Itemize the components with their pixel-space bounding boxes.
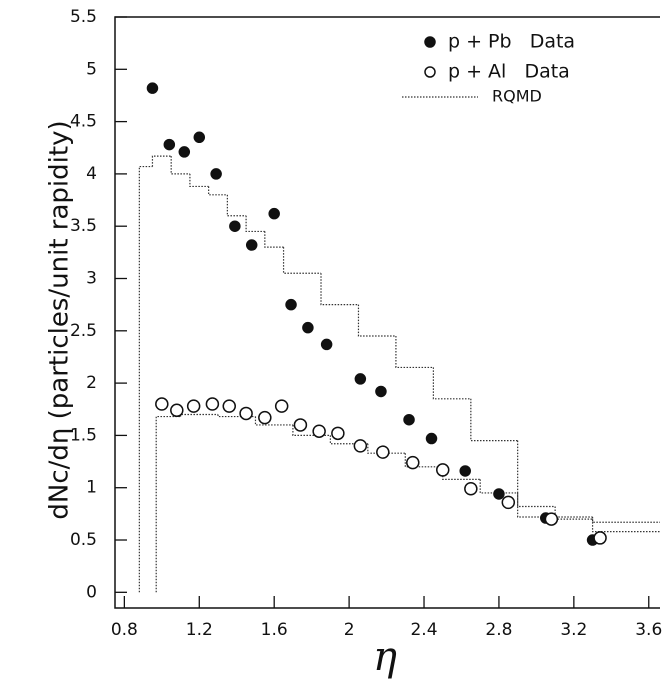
legend-label: p + Al Data: [448, 61, 570, 83]
y-axis-label: dNc/dη (particles/unit rapidity): [45, 120, 75, 519]
data-point: [222, 399, 236, 413]
y-tick-label: 5.5: [70, 7, 97, 27]
data-point: [425, 432, 438, 445]
data-point: [501, 495, 516, 510]
data-point: [464, 482, 478, 496]
data-point: [331, 426, 345, 441]
data-point: [146, 82, 159, 94]
data-point: [544, 512, 559, 526]
data-point: [285, 298, 297, 311]
data-point: [268, 207, 280, 220]
x-tick-label: 2: [344, 620, 355, 640]
y-tick-label: 5: [86, 59, 97, 79]
y-tick-label: 0: [86, 582, 97, 602]
data-point: [593, 531, 607, 545]
data-point: [170, 403, 184, 418]
rqmd-step: [226, 194, 247, 217]
rqmd-step: [591, 516, 660, 523]
data-point: [245, 239, 258, 251]
rqmd-step: [245, 215, 265, 233]
data-point: [435, 463, 450, 477]
data-point: [376, 445, 390, 459]
rqmd-step: [470, 398, 518, 442]
y-tick-label: 4.5: [70, 112, 97, 132]
data-point: [186, 399, 201, 413]
y-tick-label: 2.5: [70, 321, 97, 341]
data-point: [205, 397, 220, 411]
data-point: [155, 397, 169, 411]
data-point: [403, 413, 415, 426]
data-point: [406, 455, 420, 470]
legend-marker: [424, 66, 436, 78]
data-point: [320, 338, 333, 351]
rqmd-step: [432, 367, 471, 400]
y-tick-label: 4: [86, 164, 97, 184]
data-point: [258, 410, 272, 425]
axes-frame: [114, 16, 660, 609]
data-point: [193, 131, 206, 144]
y-tick-label: 3: [86, 269, 97, 289]
rqmd-step: [367, 443, 406, 454]
rqmd-step: [151, 155, 172, 167]
data-point: [353, 439, 368, 453]
data-point: [354, 373, 367, 385]
legend-label: p + Pb Data: [448, 31, 575, 53]
data-point: [229, 220, 241, 232]
rqmd-step: [179, 413, 219, 417]
rqmd-step: [264, 231, 284, 248]
x-tick-label: 2.4: [410, 620, 437, 640]
rqmd-step: [320, 273, 359, 306]
legend-marker: [424, 36, 436, 48]
rqmd-step: [282, 247, 322, 274]
rqmd-step: [357, 304, 396, 337]
data-point: [274, 399, 289, 413]
x-tick-label: 1.6: [261, 620, 288, 640]
legend-label: RQMD: [492, 87, 542, 106]
data-point: [459, 465, 471, 477]
y-tick-label: 3.5: [70, 216, 97, 236]
x-tick-label: 2.8: [485, 620, 512, 640]
rqmd-step: [138, 165, 153, 593]
rqmd-step: [517, 440, 593, 518]
x-tick-label: 0.8: [111, 620, 138, 640]
rqmd-step: [395, 336, 434, 369]
x-axis-label: η: [373, 634, 397, 680]
y-tick-label: 0.5: [70, 530, 97, 550]
data-point: [210, 168, 222, 180]
x-tick-label: 3.2: [560, 620, 587, 640]
rqmd-step: [591, 519, 660, 533]
rqmd-step: [208, 186, 228, 196]
data-point: [239, 406, 253, 421]
rqmd-step: [292, 424, 331, 437]
data-point: [302, 321, 314, 334]
x-tick-label: 3.6: [635, 620, 662, 640]
data-point: [375, 385, 387, 398]
y-tick-label: 1: [86, 478, 97, 498]
x-tick-label: 1.2: [186, 620, 213, 640]
rqmd-step: [517, 492, 556, 508]
data-point: [178, 146, 191, 158]
y-tick-label: 2: [86, 373, 97, 393]
rqmd-step: [170, 156, 190, 175]
y-tick-label: 1.5: [70, 425, 97, 445]
data-point: [493, 488, 505, 500]
rqmd-step: [254, 416, 293, 426]
data-point: [293, 418, 308, 432]
rqmd-step: [155, 415, 181, 593]
data-point: [163, 138, 176, 151]
data-point: [312, 424, 326, 438]
rqmd-step: [189, 173, 209, 188]
